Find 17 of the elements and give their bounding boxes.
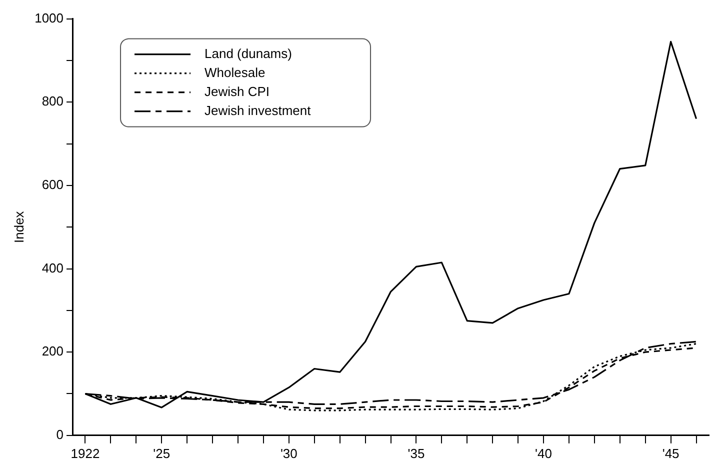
y-axis-title: Index xyxy=(11,210,26,244)
x-tick-label: '35 xyxy=(408,446,425,461)
x-tick-label: '45 xyxy=(662,446,680,461)
x-tick-label: '25 xyxy=(153,446,170,461)
legend-label: Wholesale xyxy=(204,64,266,80)
legend-label: Jewish investment xyxy=(204,102,312,118)
y-tick-label: 1000 xyxy=(34,10,64,26)
legend-label: Jewish CPI xyxy=(204,84,270,99)
x-tick-label: '30 xyxy=(280,446,298,461)
y-tick-label: 200 xyxy=(42,344,64,359)
y-tick-label: 0 xyxy=(56,426,64,442)
x-tick-label: '40 xyxy=(535,446,552,461)
y-tick-label: 800 xyxy=(42,94,64,109)
y-tick-label: 400 xyxy=(42,260,64,276)
y-tick-label: 600 xyxy=(42,177,64,192)
x-tick-label: 1922 xyxy=(70,446,100,461)
legend-label: Land (dunams) xyxy=(204,46,292,61)
